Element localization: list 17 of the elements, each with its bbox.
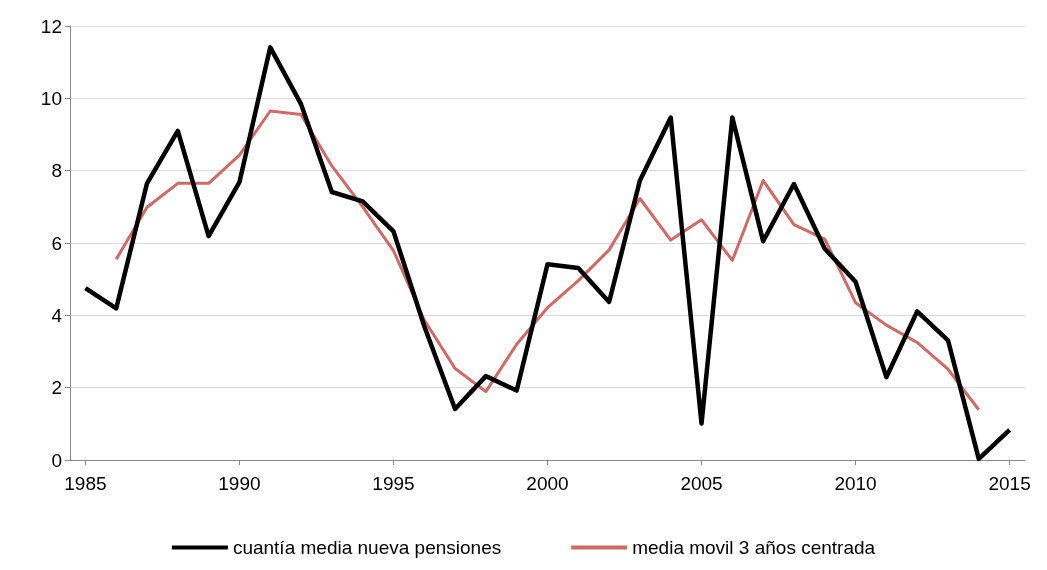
x-tick-label: 2000: [526, 473, 569, 494]
y-tick-label: 10: [40, 87, 62, 109]
y-tick-label: 6: [51, 232, 62, 254]
x-tick-label: 2010: [834, 473, 877, 494]
x-tick-label: 2015: [988, 473, 1031, 494]
legend-label: media movil 3 años centrada: [632, 537, 876, 558]
y-tick-label: 8: [51, 160, 62, 182]
x-tick-label: 1990: [218, 473, 261, 494]
line-series: [83, 45, 1012, 462]
legend-label: cuantía media nueva pensiones: [232, 537, 502, 558]
y-tick-label: 0: [51, 449, 62, 471]
y-tick-label: 4: [51, 304, 63, 326]
y-tick-label: 2: [51, 377, 62, 399]
x-tick-label: 1985: [64, 473, 107, 494]
x-tick-label: 2005: [680, 473, 723, 494]
y-tick-label: 12: [40, 15, 62, 37]
x-tick-label: 1995: [372, 473, 415, 494]
